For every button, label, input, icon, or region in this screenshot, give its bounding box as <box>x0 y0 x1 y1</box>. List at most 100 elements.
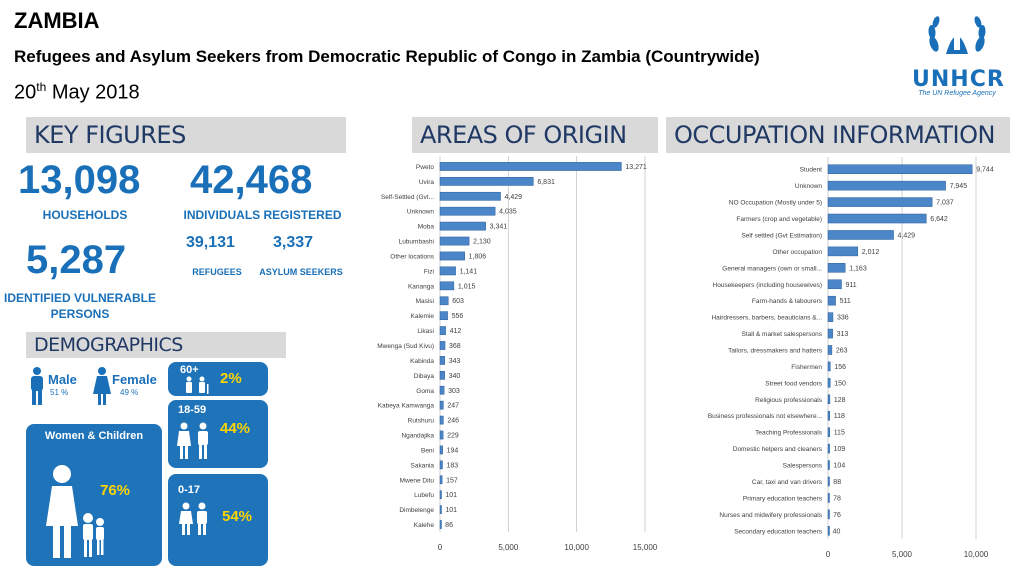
data-label: 7,945 <box>950 183 968 190</box>
bar <box>439 490 442 500</box>
age-60-card: 60+ 2% <box>168 362 268 396</box>
category-label: Kalemie <box>411 313 435 320</box>
category-label: Fizi <box>424 268 434 275</box>
women-children-pct: 76% <box>100 482 131 499</box>
data-label: 556 <box>452 313 464 320</box>
date-day: 20 <box>14 81 37 104</box>
category-label: Religious professionals <box>755 397 823 404</box>
bar <box>827 295 836 306</box>
male-icon <box>31 367 43 405</box>
data-label: 303 <box>448 388 460 395</box>
category-label: Mwene Ditu <box>400 477 435 484</box>
data-label: 40 <box>833 528 841 535</box>
date-month-year: May 2018 <box>46 81 140 104</box>
bar <box>439 266 456 276</box>
data-label: 101 <box>445 507 457 514</box>
data-label: 229 <box>447 433 459 440</box>
data-label: 194 <box>447 447 459 454</box>
logo-name: UNHCR <box>912 67 1005 92</box>
category-label: Pweto <box>416 164 434 171</box>
data-label: 603 <box>452 298 464 305</box>
male-label: Male <box>48 372 77 387</box>
category-label: NO Occupation (Mostly under 5) <box>729 200 822 207</box>
bar <box>439 400 444 410</box>
bar <box>827 180 946 191</box>
category-label: Street food vendors <box>765 380 822 387</box>
age-18-59-label: 18-59 <box>178 404 207 416</box>
data-label: 263 <box>836 348 848 355</box>
bar <box>827 509 830 520</box>
vulnerable-value: 5,287 <box>26 238 127 282</box>
x-tick-label: 0 <box>826 550 831 559</box>
category-label: Farmers (crop and vegetable) <box>736 216 822 223</box>
occupation-heading: OCCUPATION INFORMATION <box>666 117 1010 153</box>
age-18-59-card: 18-59 44% <box>168 400 268 468</box>
category-label: Teaching Professionals <box>755 430 823 437</box>
data-label: 115 <box>834 430 845 437</box>
data-label: 4,035 <box>499 209 517 216</box>
bar <box>439 520 442 529</box>
bar <box>439 296 449 306</box>
data-label: 247 <box>447 403 459 410</box>
category-label: Moba <box>418 224 435 231</box>
data-label: 4,429 <box>505 194 523 201</box>
woman-child-icon <box>46 465 104 558</box>
data-label: 76 <box>833 512 841 519</box>
bar <box>827 312 834 322</box>
female-pct: 49 % <box>120 388 139 397</box>
data-label: 6,642 <box>930 216 948 223</box>
category-label: Ngandajika <box>401 433 434 440</box>
category-label: Likasi <box>417 328 434 335</box>
data-label: 118 <box>834 413 845 420</box>
data-label: 183 <box>447 462 459 469</box>
data-label: 104 <box>834 463 846 470</box>
bar <box>827 345 833 355</box>
bar <box>439 206 496 216</box>
category-label: Dibaya <box>414 373 435 380</box>
category-label: General managers (own or small... <box>722 265 822 272</box>
data-label: 313 <box>837 331 849 338</box>
category-label: Farm-hands & labourers <box>752 298 823 305</box>
x-tick-label: 5,000 <box>498 543 519 552</box>
category-label: Fishermen <box>791 364 822 371</box>
vulnerable-label: IDENTIFIED VULNERABLE PERSONS <box>4 291 157 321</box>
data-label: 78 <box>833 495 841 502</box>
bar <box>827 263 846 273</box>
bar <box>439 385 445 395</box>
data-label: 88 <box>833 479 841 486</box>
x-tick-label: 10,000 <box>964 550 989 559</box>
bar <box>439 311 448 321</box>
refugees-value: 39,131 <box>186 234 235 251</box>
category-label: Masisi <box>416 298 434 305</box>
category-label: Beni <box>421 447 434 454</box>
women-children-label: Women & Children <box>44 430 144 442</box>
data-label: 7,037 <box>936 200 954 207</box>
category-label: Unknown <box>407 209 434 216</box>
bar <box>439 445 443 455</box>
bar <box>439 460 443 470</box>
category-label: Mwenga (Sud Kivu) <box>377 343 434 350</box>
bar <box>439 236 470 246</box>
bar <box>827 197 933 207</box>
bar <box>439 162 622 171</box>
category-label: Self settled (Gvt Estimation) <box>741 232 822 239</box>
age-0-17-card: 0-17 54% <box>168 474 268 566</box>
data-label: 412 <box>450 328 462 335</box>
data-label: 156 <box>834 364 846 371</box>
x-tick-label: 0 <box>438 543 443 552</box>
female-icon <box>93 367 111 405</box>
areas-origin-heading: AREAS OF ORIGIN <box>412 117 658 153</box>
bar <box>439 281 455 291</box>
category-label: Sakania <box>411 462 435 469</box>
bar <box>827 246 859 257</box>
unhcr-logo: UNHCR The UN Refugee Agency <box>912 14 1005 97</box>
bar <box>827 361 831 372</box>
data-label: 150 <box>834 380 846 387</box>
data-label: 109 <box>834 446 846 453</box>
bar <box>439 191 501 201</box>
data-label: 3,341 <box>490 224 508 231</box>
data-label: 86 <box>445 522 453 529</box>
category-label: Kabinda <box>410 358 434 365</box>
bar <box>827 394 831 405</box>
women-children-card: Women & Children 76% <box>26 424 162 566</box>
